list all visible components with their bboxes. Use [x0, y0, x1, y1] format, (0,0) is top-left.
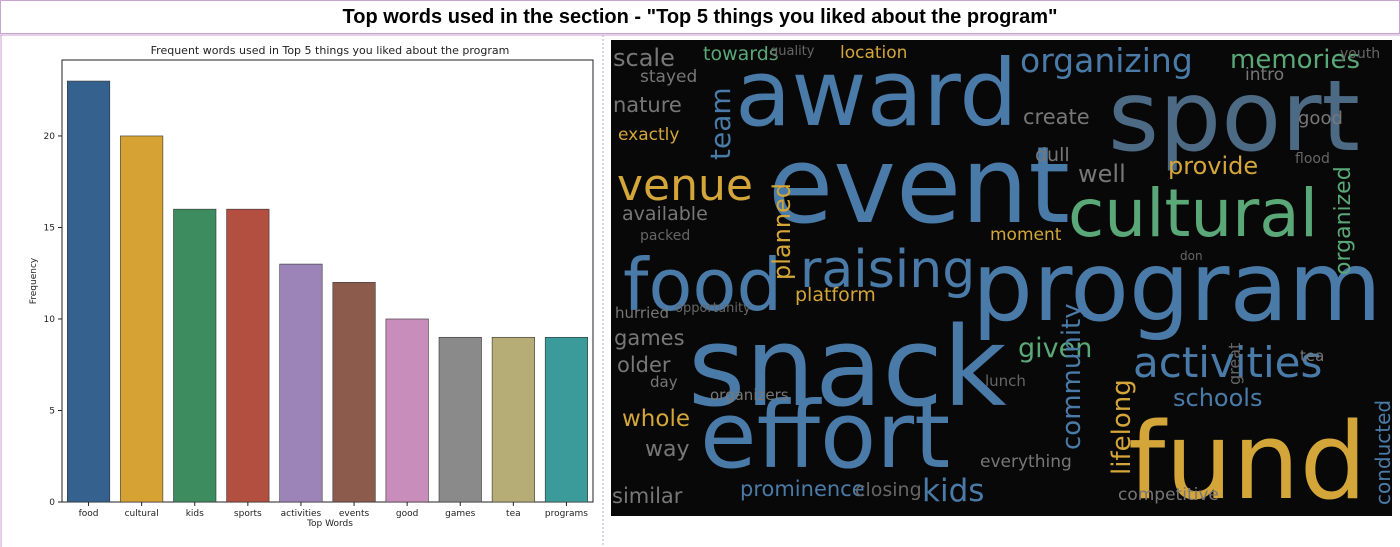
x-tick-label: food	[79, 509, 99, 519]
cloud-word: location	[840, 43, 907, 63]
cloud-word: don	[1180, 249, 1203, 263]
cloud-word: team	[704, 87, 737, 160]
bar	[438, 336, 482, 503]
cloud-word: raising	[800, 240, 975, 300]
cloud-word: way	[645, 437, 690, 462]
cloud-word: opportunity	[675, 301, 751, 316]
x-tick-label: good	[396, 509, 418, 519]
bar	[173, 208, 217, 503]
cloud-word: community	[1057, 303, 1087, 450]
x-tick-label: kids	[186, 509, 204, 519]
x-tick-label: sports	[234, 509, 262, 519]
cloud-word: platform	[795, 284, 876, 306]
x-tick-label: tea	[506, 509, 521, 519]
cloud-word: great	[1225, 343, 1244, 385]
bar	[226, 208, 270, 503]
y-tick-label: 20	[44, 132, 56, 142]
cloud-word: scale	[613, 44, 675, 72]
bar	[67, 80, 111, 503]
chart-title: Frequent words used in Top 5 things you …	[151, 44, 510, 57]
cloud-word: venue	[617, 160, 753, 211]
bar	[491, 336, 535, 503]
cloud-word: closing	[855, 479, 922, 501]
cloud-word: exactly	[618, 125, 679, 145]
cloud-word: organizing	[1020, 41, 1193, 80]
cloud-word: day	[650, 373, 678, 391]
cloud-word: similar	[612, 484, 683, 508]
cloud-word: given	[1018, 333, 1092, 364]
cloud-word: activities	[1133, 338, 1322, 387]
cloud-word: intro	[1245, 65, 1284, 85]
cloud-word: provide	[1168, 152, 1258, 180]
cloud-word: dull	[1035, 144, 1070, 166]
bar	[332, 282, 376, 503]
cloud-word: stayed	[640, 67, 697, 87]
y-tick-label: 0	[49, 498, 55, 508]
cloud-word: program	[972, 231, 1382, 343]
cloud-word: youth	[1340, 46, 1380, 62]
cloud-word: flood	[1295, 151, 1330, 167]
plot-frame	[61, 59, 594, 503]
cloud-word: sport	[1108, 60, 1360, 174]
cloud-word: organizers	[710, 386, 789, 404]
cloud-word: towards	[703, 43, 779, 65]
cloud-word: tea	[1300, 347, 1324, 365]
x-tick-label: activities	[281, 509, 322, 519]
cloud-word: quality	[770, 44, 815, 59]
cloud-word: kids	[922, 473, 984, 509]
cloud-word: good	[1298, 108, 1343, 129]
cloud-word: whole	[622, 406, 690, 432]
x-axis-label: Top Words	[306, 519, 353, 529]
cloud-word: effort	[700, 382, 950, 489]
bar	[279, 263, 323, 503]
cloud-word: lunch	[985, 372, 1026, 390]
word-cloud-background	[611, 40, 1392, 516]
cloud-word: lifelong	[1107, 379, 1137, 475]
x-tick-label: games	[445, 509, 476, 519]
cloud-word: hurried	[615, 304, 669, 322]
cloud-word: cultural	[1068, 175, 1318, 252]
cloud-word: games	[614, 326, 685, 350]
y-tick-label: 10	[44, 315, 56, 325]
y-axis-label: Frequency	[29, 257, 39, 304]
cloud-word: snack	[688, 303, 1007, 431]
cloud-word: nature	[613, 93, 682, 117]
cloud-word: older	[617, 353, 671, 377]
cloud-word: create	[1023, 105, 1090, 129]
x-tick-label: programs	[545, 509, 588, 519]
cloud-word: prominence	[740, 477, 865, 501]
cloud-word: food	[623, 243, 782, 327]
cloud-word: packed	[640, 228, 690, 244]
y-tick-label: 5	[49, 406, 55, 416]
cloud-word: moment	[990, 225, 1062, 245]
cloud-word: conducted	[1371, 400, 1395, 505]
y-tick-label: 15	[44, 223, 55, 233]
cloud-word: competitive	[1118, 485, 1219, 505]
bar	[385, 318, 429, 503]
cloud-word: available	[622, 203, 708, 225]
cloud-word: event	[768, 124, 1070, 247]
cloud-word: schools	[1173, 384, 1262, 412]
x-tick-label: events	[339, 509, 370, 519]
cloud-word: well	[1078, 160, 1126, 188]
x-tick-label: cultural	[125, 509, 159, 519]
bar	[544, 336, 588, 503]
cloud-word: memories	[1230, 45, 1360, 75]
cloud-word: award	[735, 40, 1018, 147]
cloud-word: everything	[980, 452, 1072, 472]
cloud-word: fund	[1128, 400, 1367, 523]
bar	[120, 135, 164, 503]
cloud-word: planned	[768, 183, 796, 280]
cloud-word: organized	[1331, 166, 1356, 275]
